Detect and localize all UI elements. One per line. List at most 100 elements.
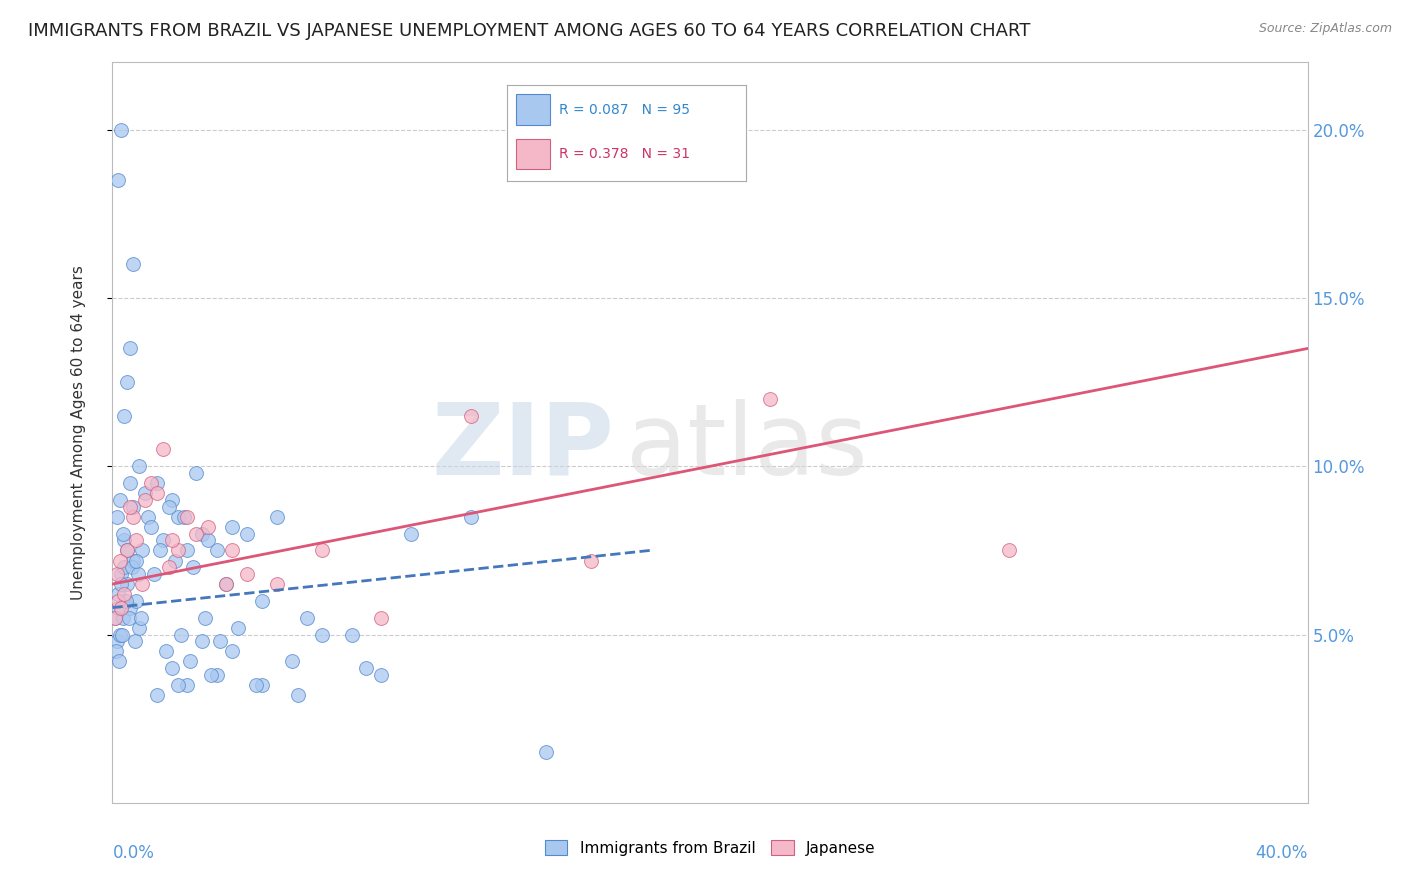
Point bbox=[143, 566, 166, 581]
Point bbox=[122, 509, 145, 524]
Point bbox=[141, 520, 163, 534]
Point bbox=[162, 533, 183, 548]
Point bbox=[205, 668, 228, 682]
Point bbox=[194, 610, 217, 624]
Point bbox=[129, 610, 152, 624]
Point bbox=[152, 533, 174, 548]
Point bbox=[131, 577, 153, 591]
Point bbox=[122, 553, 145, 567]
Point bbox=[141, 476, 163, 491]
Point bbox=[107, 600, 129, 615]
Point bbox=[117, 375, 139, 389]
Point bbox=[167, 678, 190, 692]
Point bbox=[128, 621, 150, 635]
Point bbox=[110, 577, 132, 591]
Point bbox=[121, 560, 143, 574]
Point bbox=[162, 661, 183, 675]
Point bbox=[134, 486, 156, 500]
Point bbox=[250, 594, 273, 608]
Point bbox=[107, 587, 129, 601]
Point bbox=[146, 476, 169, 491]
Point bbox=[236, 566, 259, 581]
Point bbox=[125, 533, 148, 548]
Point bbox=[165, 553, 187, 567]
Point bbox=[191, 526, 214, 541]
Point bbox=[266, 509, 288, 524]
Point bbox=[186, 526, 208, 541]
Point bbox=[111, 526, 134, 541]
Point bbox=[197, 533, 219, 548]
Point bbox=[127, 566, 149, 581]
Point bbox=[110, 566, 132, 581]
Point bbox=[105, 634, 128, 648]
Point bbox=[176, 543, 198, 558]
Point bbox=[157, 500, 180, 514]
Point bbox=[104, 610, 127, 624]
Point bbox=[200, 668, 222, 682]
Point bbox=[281, 655, 304, 669]
Point bbox=[245, 678, 267, 692]
Point bbox=[236, 526, 259, 541]
Point bbox=[108, 553, 131, 567]
Point bbox=[107, 594, 129, 608]
Point bbox=[759, 392, 782, 406]
Point bbox=[221, 520, 243, 534]
Point bbox=[128, 459, 150, 474]
Point bbox=[152, 442, 174, 457]
Point bbox=[115, 594, 138, 608]
Point bbox=[120, 600, 142, 615]
Point bbox=[179, 655, 201, 669]
Point bbox=[460, 509, 482, 524]
Point bbox=[401, 526, 423, 541]
Point bbox=[998, 543, 1021, 558]
Point bbox=[162, 492, 183, 507]
Point bbox=[205, 543, 228, 558]
Point bbox=[176, 678, 198, 692]
Point bbox=[105, 509, 128, 524]
Point bbox=[295, 610, 318, 624]
Point bbox=[173, 509, 195, 524]
Point bbox=[221, 644, 243, 658]
Point bbox=[356, 661, 378, 675]
Point bbox=[105, 644, 128, 658]
Point bbox=[155, 644, 177, 658]
Text: 0.0%: 0.0% bbox=[112, 844, 155, 862]
Point bbox=[226, 621, 249, 635]
Point bbox=[117, 543, 139, 558]
Point bbox=[191, 634, 214, 648]
Point bbox=[114, 409, 135, 423]
Point bbox=[110, 122, 132, 136]
Text: Source: ZipAtlas.com: Source: ZipAtlas.com bbox=[1258, 22, 1392, 36]
Point bbox=[146, 688, 169, 702]
Point bbox=[167, 509, 190, 524]
Point bbox=[112, 533, 135, 548]
Point bbox=[108, 492, 131, 507]
Point bbox=[125, 553, 148, 567]
Point bbox=[250, 678, 273, 692]
Point bbox=[110, 600, 132, 615]
Point bbox=[534, 745, 557, 759]
Point bbox=[114, 587, 135, 601]
Text: ZIP: ZIP bbox=[432, 399, 614, 496]
Y-axis label: Unemployment Among Ages 60 to 64 years: Unemployment Among Ages 60 to 64 years bbox=[72, 265, 86, 600]
Point bbox=[460, 409, 482, 423]
Point bbox=[157, 560, 180, 574]
Point bbox=[215, 577, 238, 591]
Point bbox=[108, 627, 131, 641]
Point bbox=[122, 257, 145, 271]
Point bbox=[311, 543, 333, 558]
Point bbox=[311, 627, 333, 641]
Text: atlas: atlas bbox=[627, 399, 868, 496]
Point bbox=[579, 553, 602, 567]
Point bbox=[111, 610, 134, 624]
Point bbox=[134, 492, 156, 507]
Point bbox=[266, 577, 288, 591]
Point bbox=[125, 594, 148, 608]
Point bbox=[117, 543, 139, 558]
Point bbox=[118, 610, 141, 624]
Point bbox=[105, 566, 128, 581]
Point bbox=[117, 577, 139, 591]
Point bbox=[107, 173, 129, 187]
Point bbox=[104, 610, 127, 624]
Point bbox=[138, 509, 160, 524]
